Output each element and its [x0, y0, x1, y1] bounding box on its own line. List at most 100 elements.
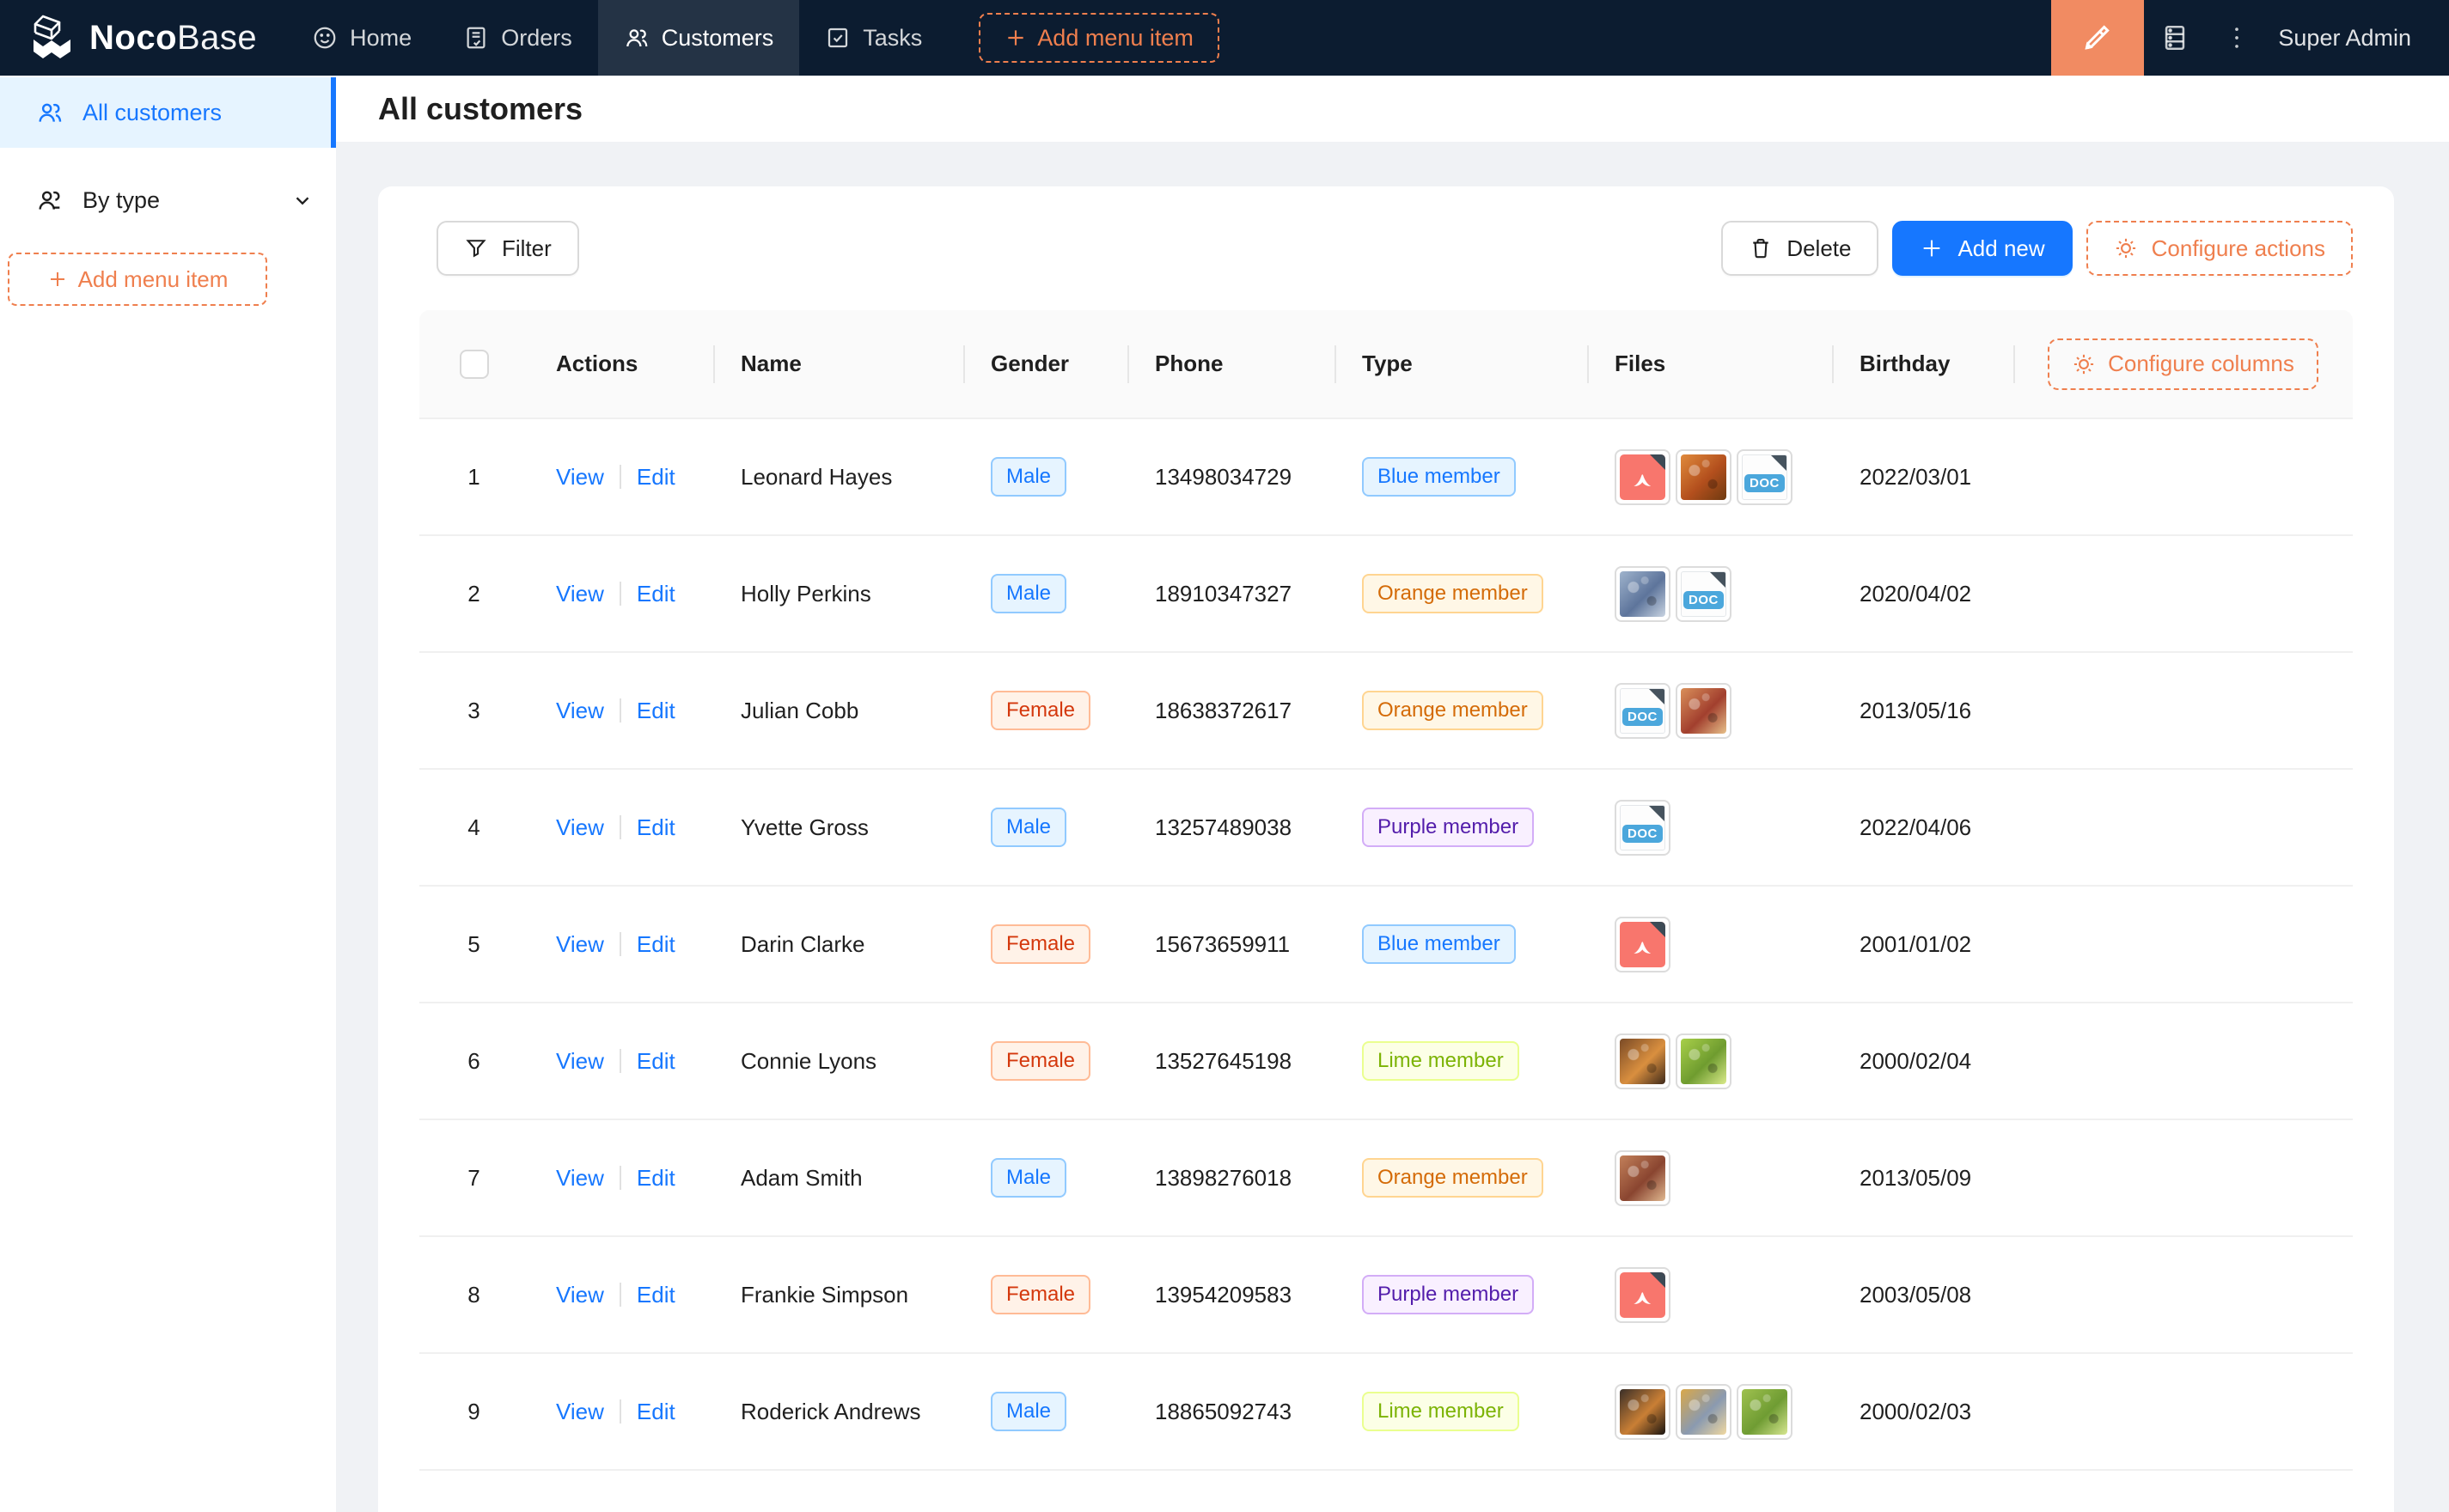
edit-link[interactable]: Edit	[636, 580, 675, 607]
doc-file-icon[interactable]: DOC	[1615, 799, 1670, 856]
nav-item-orders[interactable]: Orders	[437, 0, 598, 76]
gender-tag: Female	[991, 924, 1091, 964]
ui-editor-button[interactable]	[2051, 0, 2145, 76]
row-index: 8	[467, 1281, 480, 1308]
sidebar-item-all-customers[interactable]: All customers	[0, 77, 336, 148]
filter-button[interactable]: Filter	[437, 221, 579, 276]
table-body: 1 View Edit Leonard Hayes Male 134980347…	[419, 419, 2353, 1471]
add-new-button[interactable]: Add new	[1892, 221, 2073, 276]
row-actions-cell: View Edit	[528, 698, 713, 724]
customer-name: Frankie Simpson	[741, 1281, 909, 1308]
pdf-file-icon[interactable]	[1615, 448, 1670, 505]
doc-file-icon[interactable]: DOC	[1737, 448, 1792, 505]
phone-number: 18910347327	[1155, 580, 1292, 607]
pears-photo[interactable]	[1676, 1383, 1731, 1440]
current-user-menu[interactable]: Super Admin	[2278, 24, 2411, 51]
type-cell: Orange member	[1334, 691, 1587, 730]
view-link[interactable]: View	[556, 697, 604, 723]
lettuce-photo[interactable]	[1676, 1033, 1731, 1089]
row-index: 7	[467, 1164, 480, 1191]
delete-button[interactable]: Delete	[1721, 221, 1879, 276]
birthday-value: 2020/04/02	[1860, 580, 1972, 607]
column-header-actions: Actions	[556, 351, 638, 376]
link-divider	[619, 932, 621, 956]
edit-link[interactable]: Edit	[636, 1281, 675, 1308]
row-index: 4	[467, 814, 480, 840]
row-index-cell: 4	[419, 814, 528, 841]
type-cell: Blue member	[1334, 924, 1587, 964]
gender-cell: Male	[963, 1158, 1127, 1198]
name-cell: Frankie Simpson	[713, 1282, 963, 1308]
view-link[interactable]: View	[556, 463, 604, 490]
more-actions-button[interactable]	[2206, 0, 2268, 76]
customers-table: Actions Name Gender Phone Type Files Bir…	[419, 310, 2353, 1471]
edit-link[interactable]: Edit	[636, 463, 675, 490]
row-actions-cell: View Edit	[528, 814, 713, 841]
gear-icon	[2074, 354, 2094, 374]
row-index: 6	[467, 1047, 480, 1074]
sidebar-add-menu-item-button[interactable]: Add menu item	[8, 253, 267, 306]
files-cell	[1587, 1383, 1832, 1440]
name-cell: Adam Smith	[713, 1165, 963, 1192]
file-attachments	[1615, 916, 1670, 972]
member-type-tag: Orange member	[1362, 1158, 1543, 1198]
nav-item-home[interactable]: Home	[286, 0, 437, 76]
view-link[interactable]: View	[556, 1164, 604, 1191]
fruit-bowl-photo[interactable]	[1615, 1383, 1670, 1440]
edit-link[interactable]: Edit	[636, 1047, 675, 1074]
nocobase-logo[interactable]: NocoBase	[0, 14, 286, 62]
name-cell: Holly Perkins	[713, 581, 963, 607]
edit-link[interactable]: Edit	[636, 1164, 675, 1191]
view-link[interactable]: View	[556, 1281, 604, 1308]
chevron-down-icon	[291, 189, 314, 211]
phone-cell: 18910347327	[1127, 581, 1334, 607]
phone-number: 13954209583	[1155, 1281, 1292, 1308]
link-divider	[619, 1399, 621, 1424]
edit-link[interactable]: Edit	[636, 814, 675, 840]
member-type-tag: Lime member	[1362, 1041, 1519, 1081]
nav-item-tasks[interactable]: Tasks	[799, 0, 948, 76]
view-link[interactable]: View	[556, 814, 604, 840]
view-link[interactable]: View	[556, 1398, 604, 1424]
select-all-checkbox[interactable]	[459, 349, 489, 379]
user-group-icon	[36, 186, 64, 214]
edit-link[interactable]: Edit	[636, 930, 675, 957]
name-cell: Yvette Gross	[713, 814, 963, 841]
group-people-photo[interactable]	[1615, 565, 1670, 622]
row-index-cell: 6	[419, 1048, 528, 1075]
edit-link[interactable]: Edit	[636, 697, 675, 723]
doc-file-icon[interactable]: DOC	[1676, 565, 1731, 622]
customer-name: Connie Lyons	[741, 1047, 877, 1074]
table-toolbar: Filter Delete Add new	[437, 221, 2353, 276]
column-header-gender: Gender	[963, 310, 1127, 418]
configure-columns-label: Configure columns	[2108, 351, 2294, 376]
sidebar-item-by-type[interactable]: By type	[0, 165, 336, 235]
configure-actions-button[interactable]: Configure actions	[2086, 221, 2353, 276]
picnic-food-photo[interactable]	[1676, 682, 1731, 739]
food-collage-photo[interactable]	[1615, 1149, 1670, 1206]
configure-columns-button[interactable]: Configure columns	[2048, 338, 2318, 390]
plugin-settings-button[interactable]	[2144, 0, 2206, 76]
files-cell	[1587, 1149, 1832, 1206]
view-link[interactable]: View	[556, 580, 604, 607]
sidebar-item-label: By type	[82, 186, 161, 213]
doc-file-icon[interactable]: DOC	[1615, 682, 1670, 739]
birthday-cell: 2000/02/03	[1832, 1399, 2013, 1425]
view-link[interactable]: View	[556, 1047, 604, 1074]
lettuce-photo[interactable]	[1737, 1383, 1792, 1440]
nav-item-label: Tasks	[863, 24, 923, 51]
pdf-file-icon[interactable]	[1615, 916, 1670, 972]
view-link[interactable]: View	[556, 930, 604, 957]
fruit-photo[interactable]	[1615, 1033, 1670, 1089]
customer-name: Darin Clarke	[741, 930, 865, 957]
nav-item-customers[interactable]: Customers	[597, 0, 800, 76]
member-type-tag: Blue member	[1362, 457, 1516, 497]
gender-cell: Male	[963, 1392, 1127, 1431]
nav-item-label: Home	[350, 24, 412, 51]
edit-link[interactable]: Edit	[636, 1398, 675, 1424]
orange-vegetables-photo[interactable]	[1676, 448, 1731, 505]
member-type-tag: Blue member	[1362, 924, 1516, 964]
pdf-file-icon[interactable]	[1615, 1266, 1670, 1323]
navbar-add-menu-item-button[interactable]: Add menu item	[979, 13, 1219, 63]
birthday-value: 2013/05/09	[1860, 1164, 1972, 1191]
